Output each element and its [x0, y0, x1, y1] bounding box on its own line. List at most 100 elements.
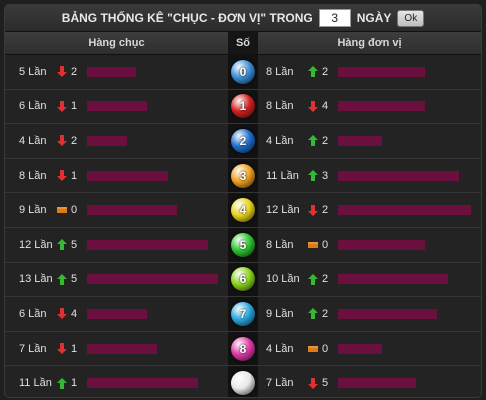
frequency-bar-track — [87, 343, 226, 354]
trend-delta: 4 — [322, 100, 329, 113]
digit-ball: 6 — [231, 267, 255, 292]
digit-label: 3 — [239, 168, 247, 183]
units-cell: 7 Lần 5 — [258, 366, 481, 397]
trend-up-icon — [306, 169, 320, 183]
trend-delta: 2 — [71, 134, 78, 147]
occurrence-count: 13 Lần — [19, 273, 53, 286]
occurrence-count: 4 Lần — [266, 134, 294, 147]
trend-delta: 2 — [322, 204, 329, 217]
digit-label: 5 — [239, 237, 247, 252]
trend-up-icon — [55, 238, 69, 252]
digit-ball: 7 — [231, 301, 255, 326]
trend-delta: 1 — [71, 100, 78, 113]
frequency-bar — [338, 170, 460, 181]
table-row: 8 Lần 1 3 11 Lần 3 — [5, 158, 481, 194]
frequency-bar — [87, 378, 199, 389]
table-row: 9 Lần 0 4 12 Lần 2 — [5, 193, 481, 228]
table-row: 4 Lần 2 2 4 Lần 2 — [5, 124, 481, 159]
table-row: 11 Lần 1 7 Lần 5 — [5, 366, 481, 397]
frequency-bar-track — [87, 308, 226, 319]
frequency-bar — [87, 170, 168, 181]
trend-down-icon — [55, 65, 69, 79]
digit-label: 2 — [239, 133, 247, 148]
frequency-bar-track — [338, 308, 479, 319]
trend-delta: 2 — [322, 273, 329, 286]
trend-delta: 0 — [71, 204, 78, 217]
trend-down-icon — [306, 203, 320, 217]
occurrence-count: 12 Lần — [19, 238, 53, 251]
trend-flat-icon — [55, 203, 69, 217]
frequency-bar-track — [338, 274, 479, 285]
digit-ball: 2 — [231, 128, 255, 153]
digit-ball — [231, 371, 255, 396]
digit-cell: 1 — [228, 89, 258, 124]
digit-label: 6 — [239, 272, 247, 287]
table-row: 7 Lần 1 8 4 Lần 0 — [5, 331, 481, 367]
table-body: 5 Lần 2 0 8 Lần 2 6 Lần 1 1 8 Lần 4 4 Lần 2 2 4 Lần 2 8… — [5, 55, 481, 397]
frequency-bar-track — [338, 205, 479, 216]
frequency-bar-track — [338, 239, 479, 250]
frequency-bar — [338, 378, 416, 389]
trend-up-icon — [306, 65, 320, 79]
occurrence-count: 12 Lần — [266, 204, 300, 217]
tens-cell: 9 Lần 0 — [5, 193, 228, 227]
trend-delta: 2 — [71, 65, 78, 78]
tens-cell: 8 Lần 1 — [5, 159, 228, 193]
units-cell: 9 Lần 2 — [258, 297, 481, 331]
ok-button[interactable]: Ok — [397, 9, 425, 27]
digit-cell: 0 — [228, 55, 258, 89]
header-number: Số — [228, 32, 258, 54]
frequency-bar — [87, 239, 208, 250]
trend-delta: 5 — [71, 273, 78, 286]
occurrence-count: 7 Lần — [19, 342, 47, 355]
frequency-bar — [338, 239, 426, 250]
frequency-bar — [87, 101, 147, 112]
occurrence-count: 6 Lần — [19, 307, 47, 320]
occurrence-count: 7 Lần — [266, 377, 294, 390]
digit-cell — [228, 366, 258, 397]
frequency-bar — [87, 274, 218, 285]
stats-panel: BẢNG THỐNG KÊ "CHỤC - ĐƠN VỊ" TRONG NGÀY… — [4, 4, 482, 398]
trend-delta: 2 — [322, 307, 329, 320]
trend-down-icon — [55, 169, 69, 183]
frequency-bar — [338, 274, 448, 285]
trend-delta: 2 — [322, 134, 329, 147]
digit-ball: 1 — [231, 94, 255, 119]
occurrence-count: 4 Lần — [19, 134, 47, 147]
digit-cell: 5 — [228, 227, 258, 262]
header-units: Hàng đơn vị — [337, 37, 402, 49]
occurrence-count: 8 Lần — [266, 100, 294, 113]
trend-delta: 1 — [71, 342, 78, 355]
trend-up-icon — [306, 272, 320, 286]
units-cell: 8 Lần 2 — [258, 55, 481, 89]
trend-delta: 1 — [71, 169, 78, 182]
occurrence-count: 4 Lần — [266, 342, 294, 355]
trend-down-icon — [55, 307, 69, 321]
frequency-bar — [87, 135, 128, 146]
trend-down-icon — [306, 99, 320, 113]
title-text: BẢNG THỐNG KÊ "CHỤC - ĐƠN VỊ" TRONG — [61, 11, 313, 25]
frequency-bar-track — [338, 343, 479, 354]
tens-cell: 12 Lần 5 — [5, 228, 228, 262]
digit-cell: 6 — [228, 262, 258, 297]
units-cell: 10 Lần 2 — [258, 263, 481, 297]
digit-cell: 3 — [228, 158, 258, 193]
title-bar: BẢNG THỐNG KÊ "CHỤC - ĐƠN VỊ" TRONG NGÀY… — [5, 5, 481, 32]
table-row: 13 Lần 5 6 10 Lần 2 — [5, 262, 481, 298]
occurrence-count: 9 Lần — [266, 307, 294, 320]
frequency-bar — [338, 135, 382, 146]
trend-delta: 4 — [71, 307, 78, 320]
digit-label: 0 — [239, 64, 247, 79]
trend-up-icon — [55, 272, 69, 286]
frequency-bar — [338, 66, 426, 77]
header-tens: Hàng chục — [88, 37, 145, 49]
days-input[interactable] — [318, 9, 351, 27]
trend-delta: 1 — [71, 377, 78, 390]
tens-cell: 7 Lần 1 — [5, 332, 228, 366]
tens-cell: 13 Lần 5 — [5, 263, 228, 297]
occurrence-count: 10 Lần — [266, 273, 300, 286]
occurrence-count: 8 Lần — [266, 65, 294, 78]
digit-ball: 3 — [231, 163, 255, 188]
frequency-bar-track — [338, 170, 479, 181]
frequency-bar-track — [87, 239, 226, 250]
